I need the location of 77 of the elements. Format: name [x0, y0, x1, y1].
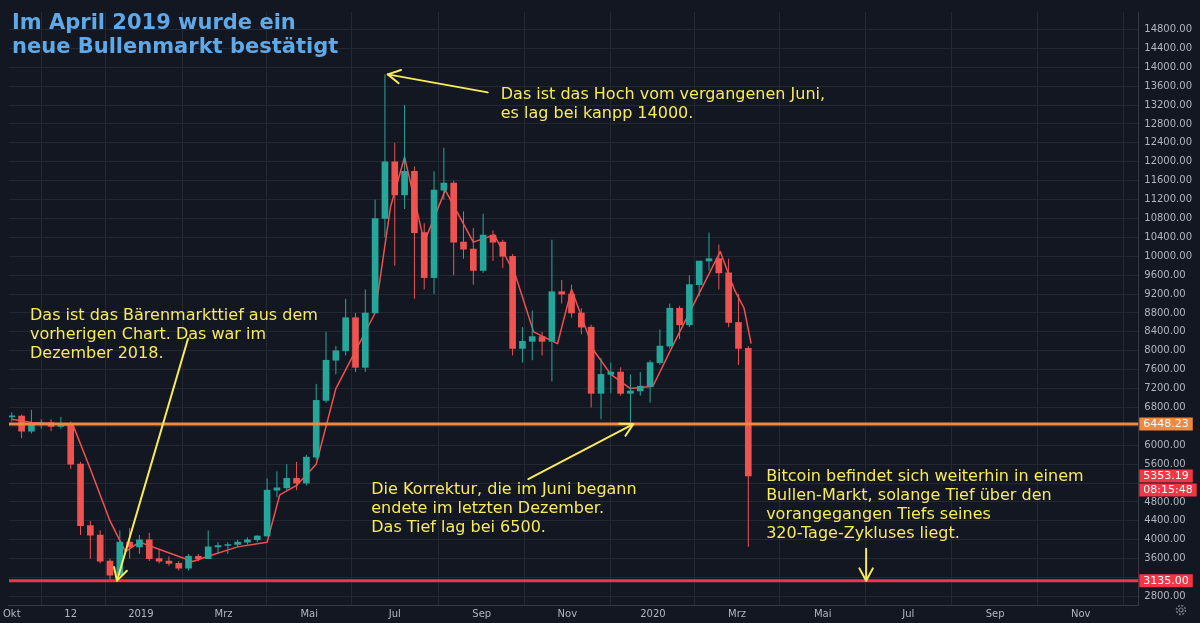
x-tick-label: Sep — [472, 607, 492, 619]
candlestick — [77, 461, 84, 536]
y-tick-label: 8800.00 — [1144, 306, 1186, 318]
x-tick-label: 2019 — [128, 607, 154, 619]
y-tick-label: 5600.00 — [1144, 457, 1186, 469]
candlestick — [519, 326, 526, 364]
y-tick-label: 13600.00 — [1144, 79, 1192, 91]
y-tick-label: 10000.00 — [1144, 249, 1192, 261]
y-tick-label: 9600.00 — [1144, 268, 1186, 280]
candlestick — [420, 222, 428, 290]
y-tick-label: 10800.00 — [1144, 212, 1192, 224]
candlestick — [224, 541, 232, 555]
y-tick-label: 14400.00 — [1144, 41, 1192, 53]
candlestick — [725, 258, 732, 328]
y-tick-label: 7600.00 — [1144, 363, 1186, 375]
candlestick — [499, 239, 507, 269]
candlestick — [411, 166, 418, 300]
x-tick-label: 12 — [64, 607, 78, 619]
text: 08:15:48 — [1143, 482, 1193, 496]
y-tick-label: 4800.00 — [1144, 495, 1186, 507]
y-tick-label: 6800.00 — [1144, 401, 1186, 413]
text: 5353.19 — [1143, 468, 1189, 482]
y-tick-label: 13200.00 — [1144, 98, 1192, 110]
y-tick-label: 12800.00 — [1144, 117, 1192, 129]
candlestick — [686, 274, 693, 328]
candlestick — [528, 310, 536, 361]
x-tick-label: Jul — [901, 607, 915, 619]
y-tick-label: 9200.00 — [1144, 287, 1186, 299]
y-tick-label: 10400.00 — [1144, 230, 1192, 242]
candlestick — [234, 539, 241, 548]
candlestick — [283, 463, 291, 491]
candlestick — [627, 373, 634, 425]
y-tick-label: 7200.00 — [1144, 382, 1186, 394]
candlestick — [607, 362, 615, 394]
y-tick-label: 14800.00 — [1144, 23, 1192, 35]
text: Im April 2019 wurde ein neue Bullenmarkt bestätigt — [12, 10, 339, 58]
annotation: Das ist das Hoch vom vergangenen Juni, es lag bei kanpp 14000. — [500, 83, 826, 122]
candlestick — [470, 227, 477, 286]
x-tick-label: Nov — [1071, 607, 1091, 619]
candlestick — [735, 293, 742, 366]
x-tick-label: Mrz — [214, 607, 233, 619]
y-tick-label: 14000.00 — [1144, 60, 1192, 72]
y-tick-label: 8000.00 — [1144, 344, 1186, 356]
y-tick-label: 12000.00 — [1144, 155, 1192, 167]
annotation: Das ist das Bärenmarkttief aus dem vorherigen Chart. Das war im Dezember 2018. — [30, 304, 318, 362]
y-tick-label: 6000.00 — [1144, 438, 1186, 450]
annotation: Bitcoin befindet sich weiterhin in einem Bullen-Markt, solange Tief über den vorangegangen Tiefs seines 320-Tage-Zykluses liegt. — [766, 465, 1084, 542]
candlestick — [352, 312, 359, 373]
x-tick-label: Mai — [300, 607, 318, 619]
x-tick-label: Mai — [813, 607, 832, 619]
x-tick-label: Mrz — [728, 607, 747, 619]
x-tick-label: 2020 — [640, 607, 666, 619]
x-tick-label: Sep — [985, 607, 1005, 619]
candlestick — [558, 279, 566, 305]
y-tick-label: 11200.00 — [1144, 193, 1192, 205]
candlestick — [460, 210, 467, 260]
candlestick — [361, 288, 369, 373]
y-tick-label: 11600.00 — [1144, 174, 1192, 186]
candlestick — [342, 298, 349, 357]
y-tick-label: 12400.00 — [1144, 136, 1192, 148]
candlestick — [136, 534, 143, 555]
y-tick-label: 8400.00 — [1144, 325, 1186, 337]
ref-line-label: 3135.00 — [1143, 573, 1189, 587]
candlestick — [617, 366, 624, 397]
y-tick-label: 3600.00 — [1144, 552, 1186, 564]
annotation: Die Korrektur, die im Juni begann endete im letzten Dezember. Das Tief lag bei 6500. — [371, 479, 637, 537]
candlestick — [587, 324, 595, 408]
y-tick-label: 4000.00 — [1144, 533, 1186, 545]
candlestick — [509, 253, 516, 357]
x-tick-label: Nov — [557, 607, 578, 619]
x-tick-label: Jul — [387, 607, 401, 619]
candlestick — [87, 520, 94, 560]
ref-line-label: 6448.23 — [1143, 416, 1189, 430]
y-tick-label: 2800.00 — [1144, 590, 1186, 602]
x-tick-label: Okt — [2, 607, 21, 619]
y-tick-label: 4400.00 — [1144, 514, 1186, 526]
candlestick — [244, 536, 251, 546]
